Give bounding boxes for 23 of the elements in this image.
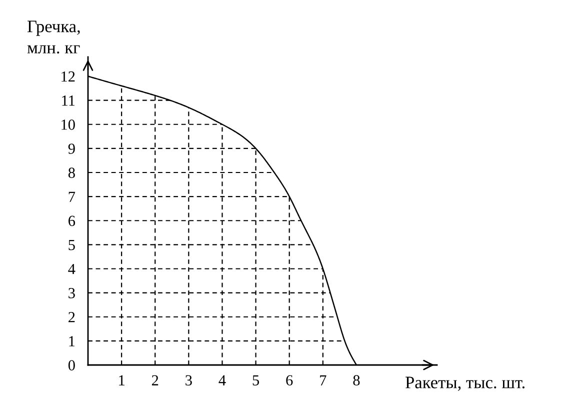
y-axis-title: Гречка, млн. кг <box>27 20 80 54</box>
y-tick-label: 4 <box>68 264 76 274</box>
y-tick-label: 5 <box>68 240 75 250</box>
x-tick-label: 3 <box>186 375 192 386</box>
y-tick-label: 12 <box>62 71 75 82</box>
y-tick-label: 9 <box>68 144 75 154</box>
x-tick-label: 1 <box>119 375 124 386</box>
x-tick-label: 4 <box>218 375 226 386</box>
y-tick-label: 10 <box>62 120 75 130</box>
y-tick-label: 7 <box>68 192 76 202</box>
x-axis-title: Ракеты, тыс. шт. <box>406 376 524 391</box>
x-tick-label: 7 <box>320 375 326 386</box>
y-tick-label: 8 <box>68 168 75 178</box>
y-tick-label: 3 <box>68 288 75 298</box>
x-tick-label: 5 <box>252 375 260 386</box>
x-tick-label: 8 <box>353 375 360 386</box>
x-tick-label: 2 <box>152 375 158 386</box>
x-tick-label: 6 <box>286 375 293 386</box>
y-tick-label: 6 <box>68 216 76 226</box>
y-tick-label: 11 <box>62 96 75 106</box>
y-tick-label: 1 <box>69 336 75 346</box>
y-tick-label: 2 <box>68 312 75 322</box>
y-tick-label: 0 <box>68 360 75 370</box>
